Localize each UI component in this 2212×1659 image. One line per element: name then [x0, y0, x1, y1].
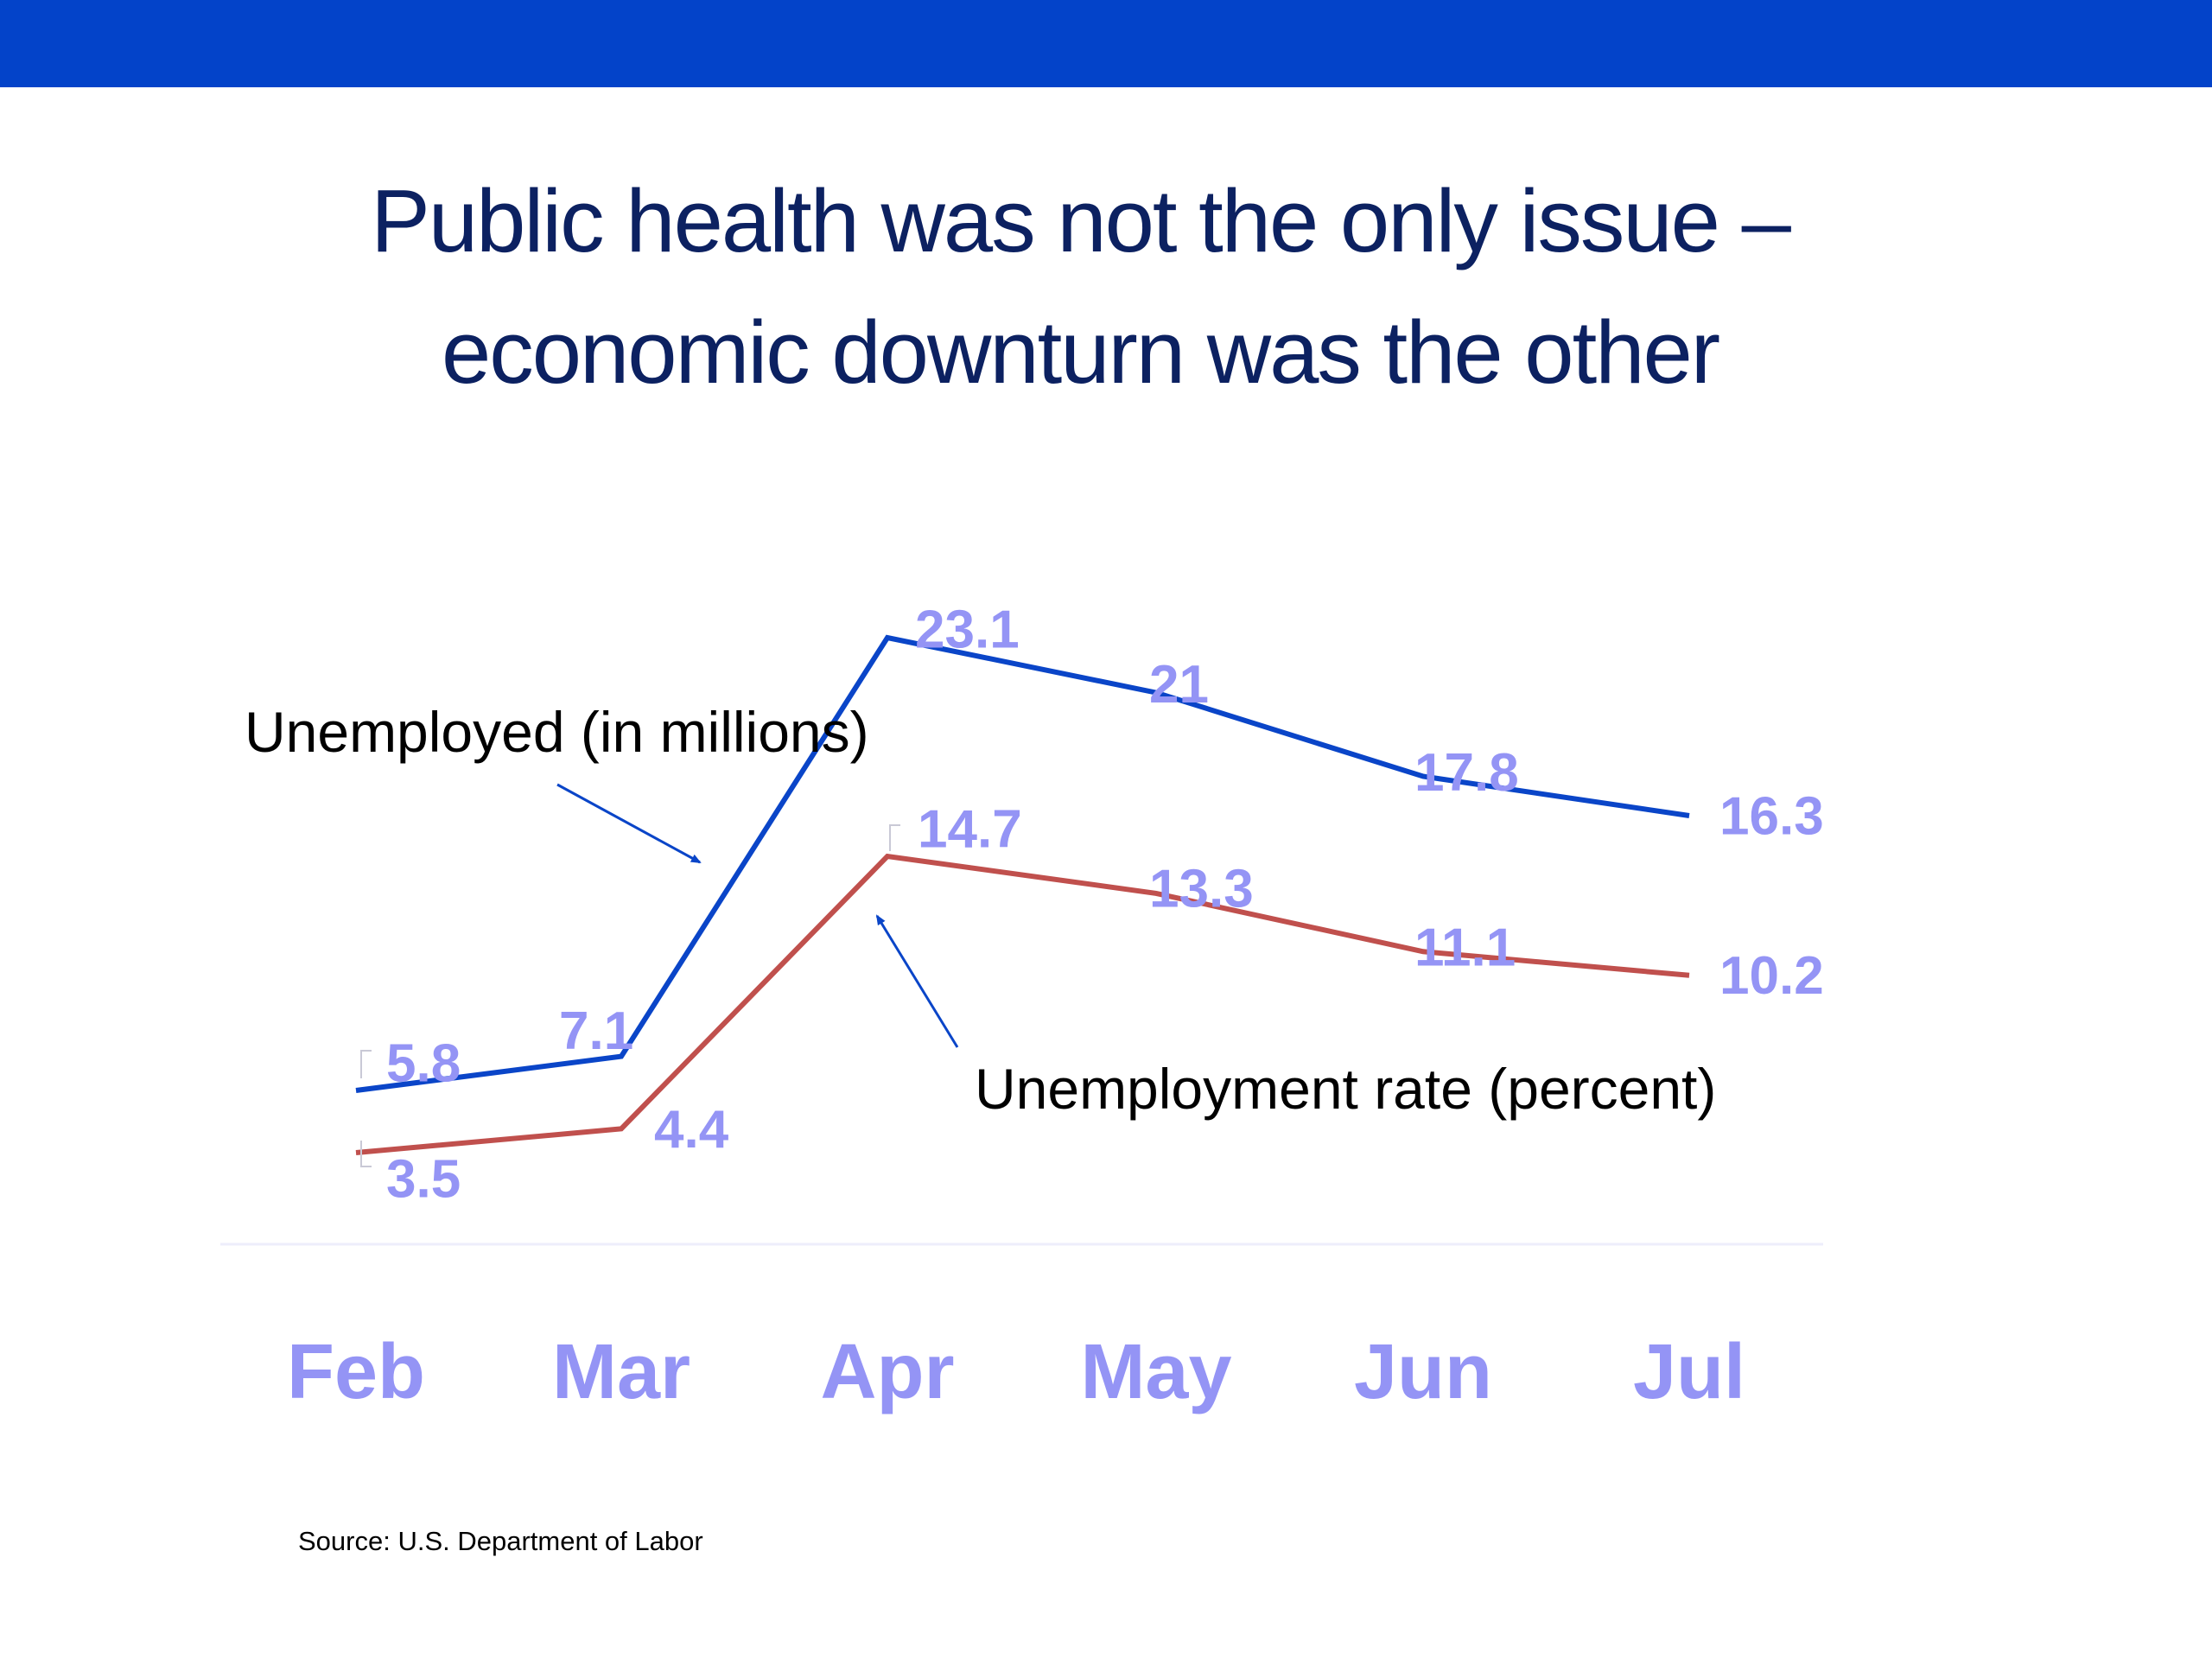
data-label: 23.1	[915, 600, 1020, 659]
source-note: Source: U.S. Department of Labor	[298, 1526, 703, 1556]
data-label: 10.2	[1719, 946, 1824, 1006]
data-label: 14.7	[918, 799, 1022, 859]
data-label: 16.3	[1719, 786, 1824, 846]
leader-line	[360, 1050, 372, 1078]
x-tick-label: Feb	[287, 1329, 425, 1415]
x-tick-label: Jul	[1633, 1329, 1745, 1415]
leader-line	[889, 824, 900, 851]
x-tick-label: May	[1080, 1329, 1231, 1415]
data-label: 21	[1149, 655, 1209, 715]
header-band	[0, 0, 2212, 87]
annotation-unemployed: Unemployed (in millions)	[245, 700, 869, 764]
data-label: 11.1	[1414, 918, 1516, 978]
title-line-2: economic downturn was the other	[441, 302, 1720, 402]
data-label: 7.1	[559, 1001, 633, 1061]
annotation-arrow-rate	[875, 914, 959, 1048]
slide-title: Public health was not the only issue – e…	[138, 156, 2022, 418]
annotation-arrow-unemployed	[556, 783, 702, 864]
x-tick-label: Apr	[821, 1329, 955, 1415]
data-label: 13.3	[1149, 859, 1254, 918]
unemployment-rate-line	[355, 853, 1690, 1155]
unemployed-line	[355, 634, 1690, 1093]
leader-line	[360, 1141, 372, 1167]
data-label: 17.8	[1414, 743, 1519, 803]
x-tick-label: Mar	[552, 1329, 690, 1415]
annotation-unemployment-rate: Unemployment rate (percent)	[975, 1057, 1716, 1121]
data-label: 4.4	[654, 1100, 729, 1160]
data-label: 3.5	[386, 1149, 461, 1209]
data-label: 5.8	[386, 1033, 461, 1093]
title-line-1: Public health was not the only issue –	[371, 171, 1791, 270]
x-tick-label: Jun	[1354, 1329, 1492, 1415]
